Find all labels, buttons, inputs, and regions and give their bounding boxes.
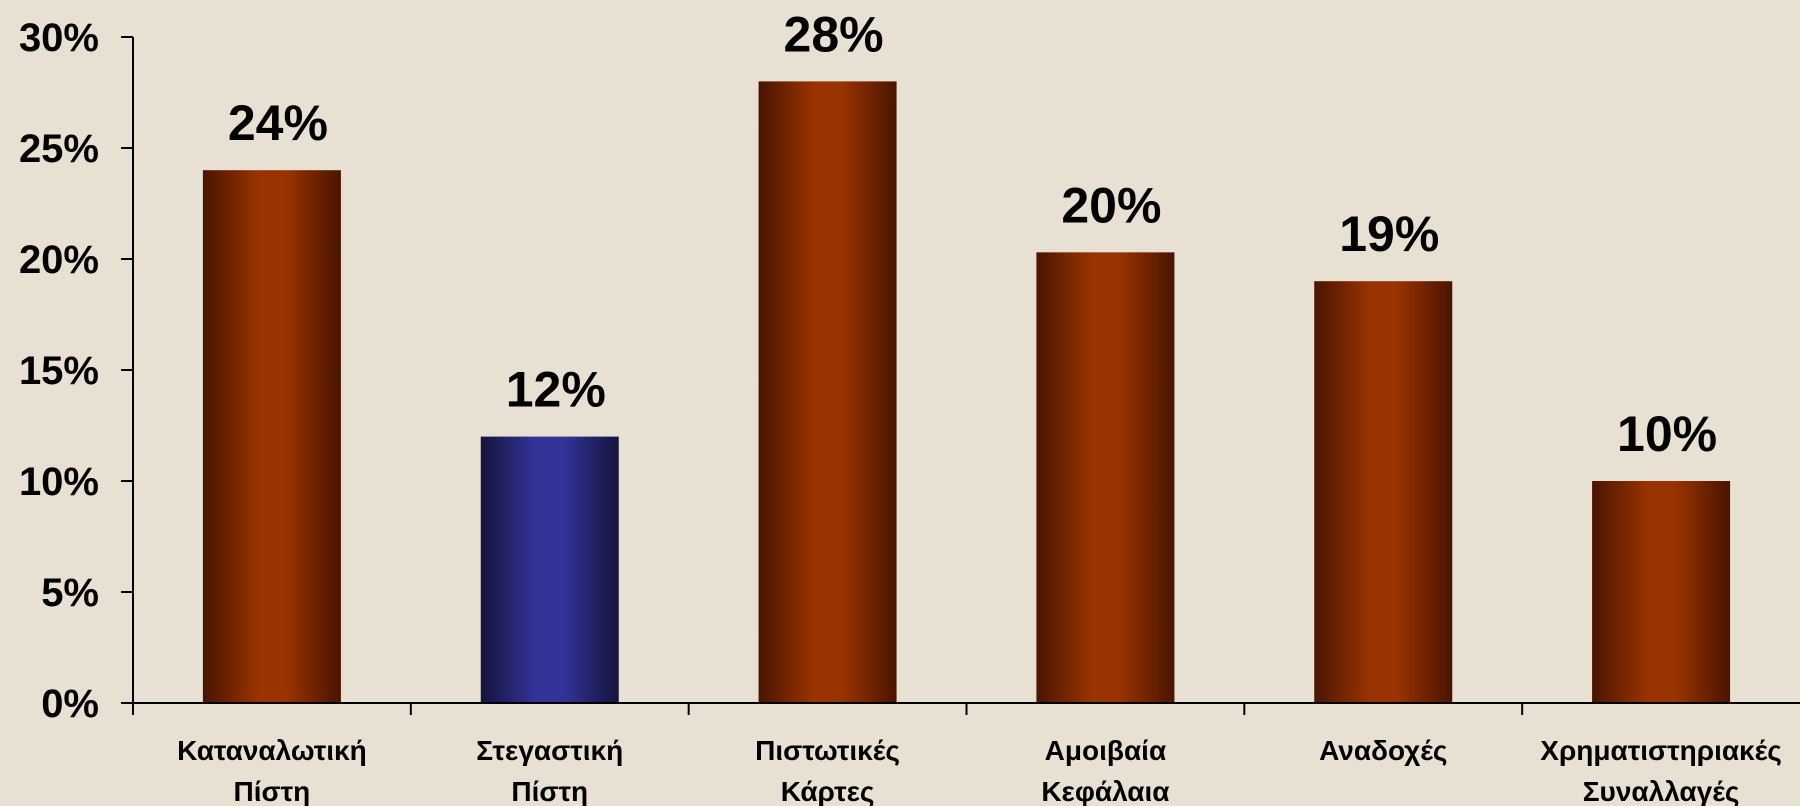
- category-label: Χρηματιστηριακές Συναλλαγές: [1540, 735, 1782, 806]
- data-label: 12%: [506, 362, 606, 418]
- category-label-line: Στεγαστική: [476, 735, 623, 766]
- data-labels: 24% 12% 28% 20% 19% 10%: [228, 6, 1717, 462]
- category-label-line: Καταναλωτική: [177, 735, 367, 766]
- category-labels: Καταναλωτική Πίστη Στεγαστική Πίστη Πιστωτικ…: [177, 735, 1782, 806]
- data-label: 10%: [1617, 406, 1717, 462]
- bar: [480, 436, 619, 703]
- data-label: 24%: [228, 95, 328, 151]
- y-tick-label: 20%: [19, 238, 99, 282]
- bar: [1314, 281, 1453, 703]
- category-label-line: Πίστη: [234, 776, 311, 806]
- category-label: Αναδοχές: [1319, 735, 1447, 766]
- bar: [1592, 481, 1731, 703]
- y-tick-label: 0%: [41, 682, 99, 726]
- category-label-line: Συναλλαγές: [1583, 776, 1740, 806]
- data-label: 19%: [1339, 206, 1439, 262]
- category-label-line: Κάρτες: [781, 776, 875, 806]
- y-tick-label: 15%: [19, 349, 99, 393]
- category-label-line: Αναδοχές: [1319, 735, 1447, 766]
- x-axis: [132, 702, 1800, 715]
- category-label-line: Χρηματιστηριακές: [1540, 735, 1782, 766]
- data-label: 28%: [784, 6, 884, 62]
- y-tick-label: 25%: [19, 127, 99, 171]
- category-label-line: Πιστωτικές: [755, 735, 900, 766]
- category-label: Πιστωτικές Κάρτες: [755, 735, 900, 806]
- bar: [202, 170, 341, 703]
- category-label: Αμοιβαία Κεφάλαια: [1041, 735, 1169, 806]
- category-label-line: Κεφάλαια: [1041, 776, 1169, 806]
- category-label: Καταναλωτική Πίστη: [177, 735, 367, 806]
- y-tick-label: 10%: [19, 460, 99, 504]
- bars: [202, 81, 1731, 703]
- y-tick-label: 30%: [19, 16, 99, 60]
- bar: [758, 81, 897, 703]
- category-label-line: Πίστη: [511, 776, 588, 806]
- y-axis-ticks: 0% 5% 10% 15% 20% 25% 30%: [19, 16, 134, 726]
- data-label: 20%: [1061, 177, 1161, 233]
- category-label: Στεγαστική Πίστη: [476, 735, 623, 806]
- y-tick-label: 5%: [41, 571, 99, 615]
- category-label-line: Αμοιβαία: [1045, 735, 1167, 766]
- bar: [1036, 252, 1175, 703]
